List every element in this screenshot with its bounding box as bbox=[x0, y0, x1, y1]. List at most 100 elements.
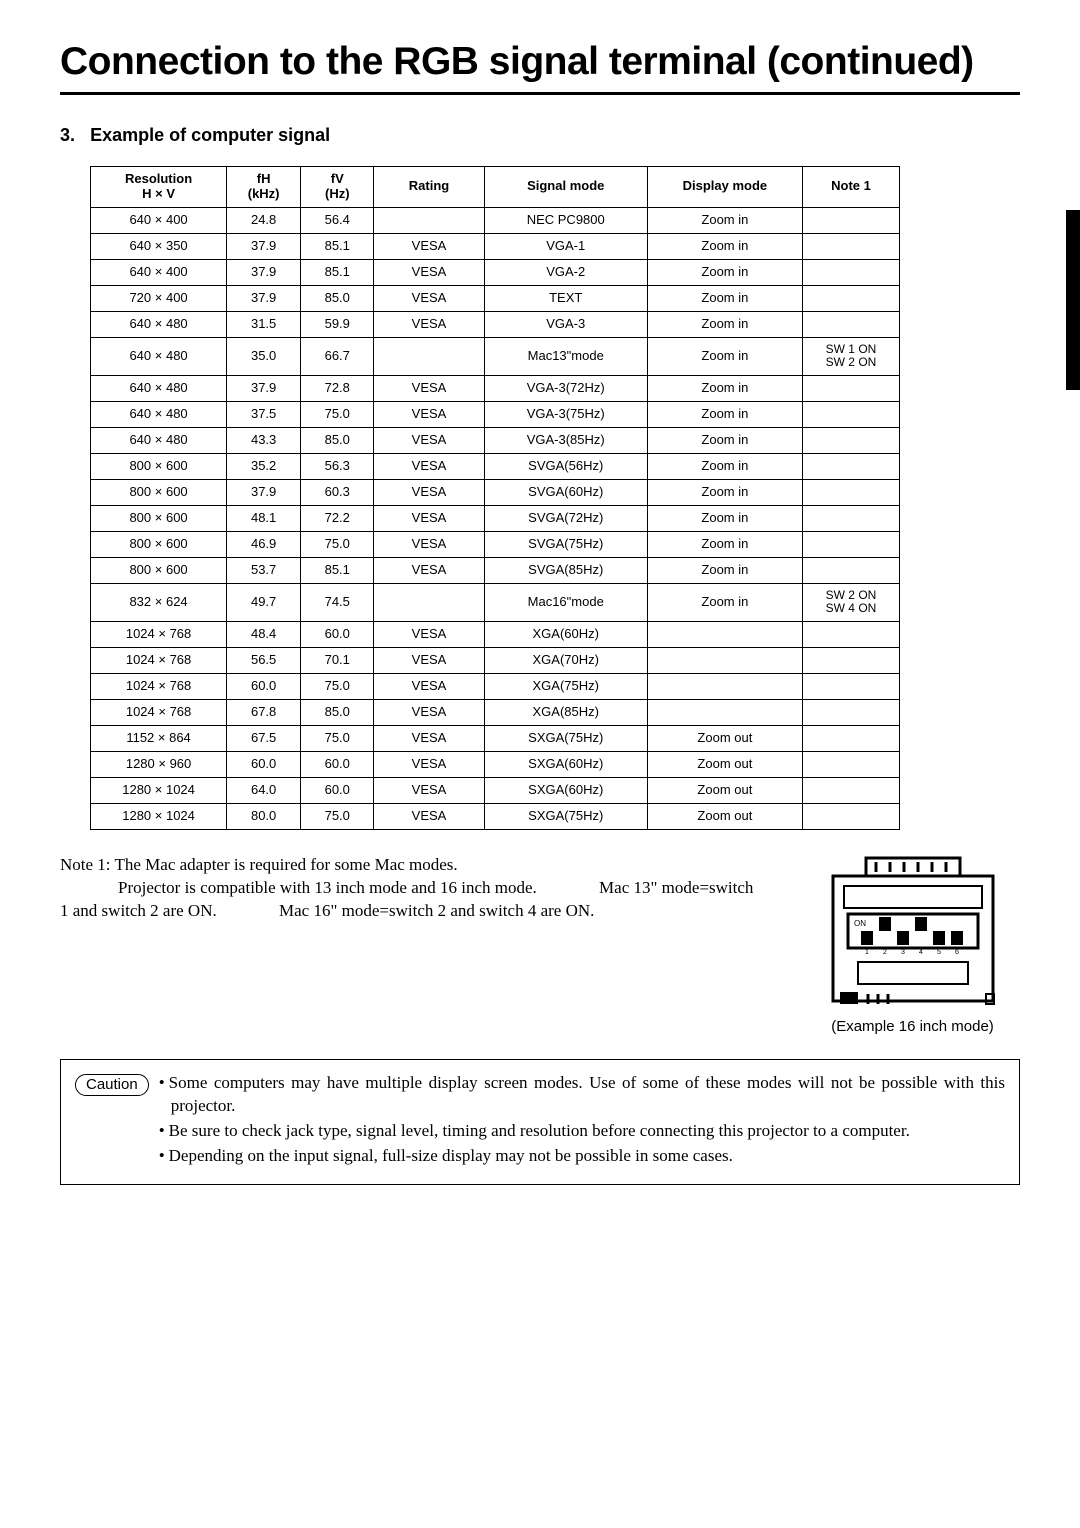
cell-fh: 43.3 bbox=[227, 428, 301, 454]
cell-resolution: 800 × 600 bbox=[91, 479, 227, 505]
cell-rating: VESA bbox=[374, 428, 484, 454]
cell-resolution: 1280 × 960 bbox=[91, 751, 227, 777]
cell-note1 bbox=[802, 285, 899, 311]
note1-line1: The Mac adapter is required for some Mac… bbox=[114, 855, 457, 874]
cell-resolution: 640 × 400 bbox=[91, 259, 227, 285]
cell-rating: VESA bbox=[374, 648, 484, 674]
cell-fh: 53.7 bbox=[227, 557, 301, 583]
cell-fh: 31.5 bbox=[227, 311, 301, 337]
cell-rating: VESA bbox=[374, 622, 484, 648]
cell-rating: VESA bbox=[374, 531, 484, 557]
cell-signal-mode: VGA-2 bbox=[484, 259, 647, 285]
cell-note1 bbox=[802, 557, 899, 583]
cell-fh: 60.0 bbox=[227, 751, 301, 777]
cell-display-mode: Zoom in bbox=[647, 428, 802, 454]
adapter-diagram-area: ON 123456 bbox=[805, 854, 1020, 1035]
cell-fv: 75.0 bbox=[301, 726, 374, 752]
table-row: 800 × 60046.975.0VESASVGA(75Hz)Zoom in bbox=[91, 531, 900, 557]
cell-display-mode: Zoom out bbox=[647, 726, 802, 752]
cell-resolution: 800 × 600 bbox=[91, 453, 227, 479]
cell-note1 bbox=[802, 376, 899, 402]
cell-signal-mode: SXGA(75Hz) bbox=[484, 803, 647, 829]
cell-fh: 24.8 bbox=[227, 207, 301, 233]
caution-box: Caution Some computers may have multiple… bbox=[60, 1059, 1020, 1185]
cell-rating: VESA bbox=[374, 700, 484, 726]
cell-fh: 46.9 bbox=[227, 531, 301, 557]
note1-block: Note 1: The Mac adapter is required for … bbox=[60, 854, 1020, 1035]
cell-resolution: 1280 × 1024 bbox=[91, 803, 227, 829]
cell-fh: 37.9 bbox=[227, 233, 301, 259]
cell-note1 bbox=[802, 259, 899, 285]
cell-resolution: 800 × 600 bbox=[91, 557, 227, 583]
cell-note1 bbox=[802, 622, 899, 648]
cell-rating: VESA bbox=[374, 777, 484, 803]
col-head-display-mode: Display mode bbox=[647, 167, 802, 208]
col-head-rating: Rating bbox=[374, 167, 484, 208]
cell-resolution: 1024 × 768 bbox=[91, 700, 227, 726]
cell-fh: 56.5 bbox=[227, 648, 301, 674]
cell-signal-mode: SVGA(85Hz) bbox=[484, 557, 647, 583]
cell-signal-mode: Mac13"mode bbox=[484, 337, 647, 376]
document-page: Connection to the RGB signal terminal (c… bbox=[0, 0, 1080, 1528]
section-title: Example of computer signal bbox=[90, 125, 330, 145]
cell-display-mode: Zoom in bbox=[647, 583, 802, 622]
cell-fv: 60.0 bbox=[301, 777, 374, 803]
cell-note1 bbox=[802, 453, 899, 479]
table-row: 1280 × 102480.075.0VESASXGA(75Hz)Zoom ou… bbox=[91, 803, 900, 829]
adapter-caption: (Example 16 inch mode) bbox=[805, 1018, 1020, 1035]
table-row: 800 × 60053.785.1VESASVGA(85Hz)Zoom in bbox=[91, 557, 900, 583]
cell-rating: VESA bbox=[374, 285, 484, 311]
cell-signal-mode: VGA-3(72Hz) bbox=[484, 376, 647, 402]
cell-fh: 64.0 bbox=[227, 777, 301, 803]
col-head-signal-mode: Signal mode bbox=[484, 167, 647, 208]
cell-rating: VESA bbox=[374, 505, 484, 531]
cell-fv: 75.0 bbox=[301, 402, 374, 428]
table-row: 800 × 60048.172.2VESASVGA(72Hz)Zoom in bbox=[91, 505, 900, 531]
cell-rating bbox=[374, 583, 484, 622]
section-heading: 3. Example of computer signal bbox=[60, 125, 1020, 146]
cell-display-mode: Zoom in bbox=[647, 233, 802, 259]
signal-table: Resolution H × V fH (kHz) fV (Hz) Rating… bbox=[90, 166, 900, 830]
cell-signal-mode: SVGA(72Hz) bbox=[484, 505, 647, 531]
cell-note1 bbox=[802, 428, 899, 454]
cell-rating: VESA bbox=[374, 233, 484, 259]
cell-resolution: 640 × 480 bbox=[91, 376, 227, 402]
cell-signal-mode: Mac16"mode bbox=[484, 583, 647, 622]
cell-fv: 85.0 bbox=[301, 700, 374, 726]
col-head-resolution: Resolution H × V bbox=[91, 167, 227, 208]
cell-note1 bbox=[802, 777, 899, 803]
cell-signal-mode: SXGA(75Hz) bbox=[484, 726, 647, 752]
cell-fh: 48.1 bbox=[227, 505, 301, 531]
cell-note1: SW 2 ON SW 4 ON bbox=[802, 583, 899, 622]
cell-resolution: 1152 × 864 bbox=[91, 726, 227, 752]
table-row: 1024 × 76867.885.0VESAXGA(85Hz) bbox=[91, 700, 900, 726]
note1-label: Note 1: bbox=[60, 855, 111, 874]
cell-rating: VESA bbox=[374, 803, 484, 829]
cell-display-mode: Zoom in bbox=[647, 557, 802, 583]
cell-display-mode: Zoom out bbox=[647, 777, 802, 803]
cell-resolution: 1024 × 768 bbox=[91, 674, 227, 700]
cell-display-mode bbox=[647, 674, 802, 700]
cell-fh: 49.7 bbox=[227, 583, 301, 622]
cell-resolution: 800 × 600 bbox=[91, 531, 227, 557]
cell-resolution: 640 × 400 bbox=[91, 207, 227, 233]
cell-fv: 60.3 bbox=[301, 479, 374, 505]
cell-display-mode: Zoom in bbox=[647, 259, 802, 285]
cell-rating bbox=[374, 337, 484, 376]
svg-text:4: 4 bbox=[919, 949, 923, 956]
table-row: 640 × 40024.856.4NEC PC9800Zoom in bbox=[91, 207, 900, 233]
cell-rating: VESA bbox=[374, 479, 484, 505]
cell-signal-mode: XGA(75Hz) bbox=[484, 674, 647, 700]
cell-fh: 80.0 bbox=[227, 803, 301, 829]
table-row: 640 × 48037.972.8VESAVGA-3(72Hz)Zoom in bbox=[91, 376, 900, 402]
caution-body: Some computers may have multiple display… bbox=[159, 1072, 1005, 1170]
cell-resolution: 640 × 350 bbox=[91, 233, 227, 259]
page-title-area: Connection to the RGB signal terminal (c… bbox=[60, 40, 1020, 95]
cell-display-mode bbox=[647, 700, 802, 726]
table-row: 720 × 40037.985.0VESATEXTZoom in bbox=[91, 285, 900, 311]
caution-item: Be sure to check jack type, signal level… bbox=[159, 1120, 1005, 1143]
cell-signal-mode: XGA(85Hz) bbox=[484, 700, 647, 726]
cell-signal-mode: SVGA(60Hz) bbox=[484, 479, 647, 505]
cell-display-mode: Zoom out bbox=[647, 803, 802, 829]
cell-fh: 37.9 bbox=[227, 479, 301, 505]
